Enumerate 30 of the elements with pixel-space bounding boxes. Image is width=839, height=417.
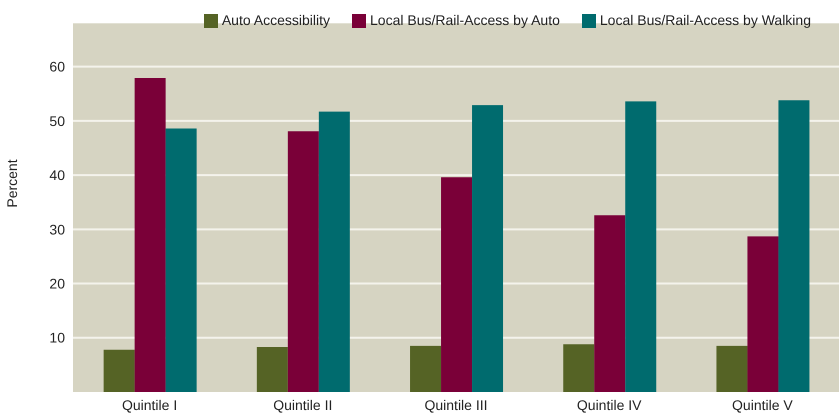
x-tick-label: Quintile II [273, 396, 332, 413]
y-tick-label: 40 [49, 167, 66, 184]
bar [594, 215, 626, 392]
bar [410, 346, 442, 392]
y-tick-label: 10 [49, 330, 66, 346]
bar [472, 105, 504, 392]
bar [778, 100, 810, 392]
y-tick-label: 60 [49, 58, 66, 75]
bar [625, 101, 656, 392]
y-tick-label: 50 [49, 112, 66, 129]
bar [288, 131, 319, 392]
legend-label: Auto Accessibility [222, 12, 330, 28]
y-tick-label: 20 [49, 276, 66, 292]
bar [318, 112, 350, 392]
x-tick-label: Quintile V [732, 396, 794, 413]
y-axis-title: Percent [4, 159, 20, 208]
x-tick-label: Quintile III [424, 396, 488, 413]
bar [104, 350, 135, 392]
x-tick-label: Quintile I [122, 396, 178, 413]
bar [563, 344, 594, 392]
x-tick-label: Quintile IV [576, 396, 642, 413]
legend-label: Local Bus/Rail-Access by Auto [370, 12, 560, 28]
bar [441, 177, 472, 392]
bar [256, 346, 288, 392]
bar [747, 236, 778, 392]
bar [166, 128, 197, 392]
bar [134, 78, 166, 392]
y-tick-label: 30 [49, 221, 66, 238]
bar [716, 346, 748, 392]
legend-label: Local Bus/Rail-Access by Walking [600, 12, 811, 28]
